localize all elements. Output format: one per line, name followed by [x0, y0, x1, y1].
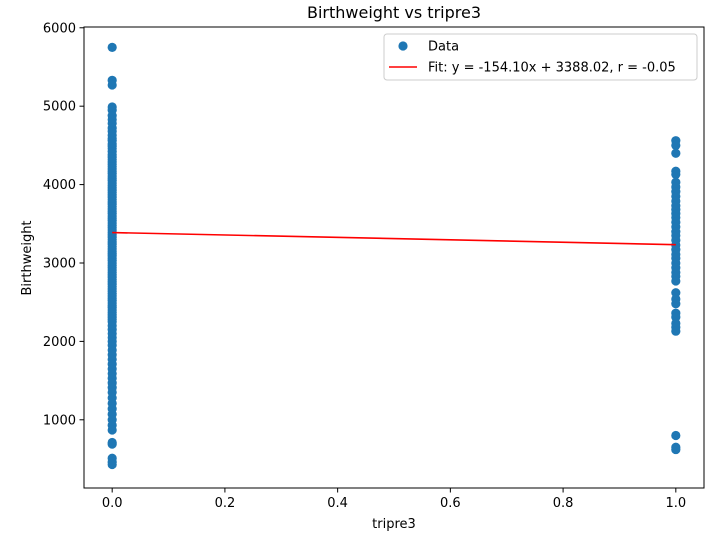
data-point [107, 42, 117, 52]
axes-frame [83, 26, 705, 489]
y-tick-label: 1000 [43, 413, 76, 428]
data-point [107, 439, 117, 449]
data-point [671, 444, 681, 455]
data-point [671, 276, 681, 286]
data-point [671, 148, 681, 158]
legend-data-label: Data [428, 40, 459, 55]
y-axis-label: Birthweight [20, 220, 35, 295]
chart-title: Birthweight vs tripre3 [307, 3, 481, 22]
y-tick-label: 5000 [43, 100, 76, 115]
data-point [671, 326, 681, 336]
legend: Data Fit: y = -154.10x + 3388.02, r = -0.… [383, 33, 698, 81]
y-tick-label: 3000 [43, 256, 76, 271]
x-tick-label: 0.8 [553, 496, 574, 511]
data-point [671, 430, 681, 441]
legend-data-marker [398, 41, 408, 51]
fit-line [112, 231, 676, 246]
x-axis-label: tripre3 [372, 517, 416, 532]
x-tick-label: 1.0 [665, 496, 686, 511]
data-point [671, 169, 681, 179]
y-tick-label: 2000 [43, 335, 76, 350]
data-point [671, 299, 681, 309]
x-tick-label: 0.2 [215, 496, 236, 511]
data-point [107, 459, 117, 470]
x-tick-label: 0.4 [327, 496, 348, 511]
data-point [671, 140, 681, 150]
plot-area [107, 42, 681, 470]
data-point [107, 425, 117, 435]
y-tick-label: 6000 [43, 21, 76, 36]
legend-fit-label: Fit: y = -154.10x + 3388.02, r = -0.05 [428, 61, 676, 76]
y-tick-label: 4000 [43, 178, 76, 193]
x-tick-label: 0.0 [102, 496, 123, 511]
x-tick-label: 0.6 [440, 496, 461, 511]
axes: 0.0 0.2 0.4 0.6 0.8 1.0 1000 2000 3000 4000 5000 60… [43, 21, 705, 511]
legend-box [383, 33, 698, 81]
data-point [107, 80, 117, 90]
